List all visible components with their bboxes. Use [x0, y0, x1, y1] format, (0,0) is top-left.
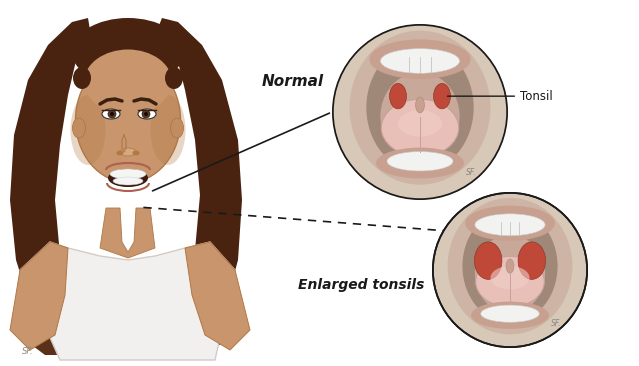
Polygon shape — [178, 308, 226, 355]
Circle shape — [110, 112, 114, 116]
Ellipse shape — [108, 169, 148, 187]
Ellipse shape — [475, 214, 545, 236]
Circle shape — [432, 192, 588, 348]
Ellipse shape — [151, 95, 185, 165]
Ellipse shape — [518, 242, 546, 279]
Ellipse shape — [465, 206, 555, 241]
Ellipse shape — [102, 109, 120, 119]
Ellipse shape — [475, 256, 544, 307]
Ellipse shape — [463, 210, 558, 323]
Ellipse shape — [506, 259, 514, 273]
Ellipse shape — [366, 44, 473, 171]
Polygon shape — [10, 18, 90, 355]
Ellipse shape — [447, 198, 573, 335]
Ellipse shape — [72, 118, 86, 138]
Ellipse shape — [113, 177, 143, 185]
Ellipse shape — [70, 95, 105, 165]
Polygon shape — [100, 208, 155, 258]
Circle shape — [142, 110, 150, 118]
Text: SF.: SF. — [551, 319, 561, 328]
Ellipse shape — [433, 83, 450, 109]
Ellipse shape — [481, 305, 539, 322]
Polygon shape — [10, 242, 68, 350]
Ellipse shape — [380, 72, 459, 160]
Circle shape — [108, 110, 116, 118]
Ellipse shape — [132, 150, 139, 156]
Polygon shape — [158, 18, 242, 355]
Ellipse shape — [110, 169, 146, 179]
Ellipse shape — [381, 99, 459, 156]
Ellipse shape — [171, 118, 183, 138]
Polygon shape — [25, 308, 72, 355]
Ellipse shape — [380, 49, 459, 73]
Ellipse shape — [471, 302, 549, 329]
Ellipse shape — [398, 110, 442, 137]
Ellipse shape — [369, 40, 470, 79]
Ellipse shape — [475, 235, 545, 313]
Text: Normal: Normal — [262, 75, 324, 90]
Ellipse shape — [376, 147, 464, 179]
Ellipse shape — [390, 83, 406, 109]
Ellipse shape — [350, 31, 490, 184]
Ellipse shape — [120, 148, 136, 156]
Ellipse shape — [415, 97, 424, 113]
Ellipse shape — [72, 18, 184, 86]
Ellipse shape — [387, 152, 453, 171]
Circle shape — [144, 112, 148, 116]
Text: Enlarged tonsils: Enlarged tonsils — [298, 278, 424, 292]
Ellipse shape — [116, 150, 123, 156]
Polygon shape — [20, 242, 235, 360]
Ellipse shape — [474, 242, 502, 279]
Ellipse shape — [491, 266, 530, 290]
Ellipse shape — [165, 67, 183, 89]
Ellipse shape — [75, 57, 180, 183]
Ellipse shape — [138, 109, 156, 119]
Circle shape — [332, 24, 508, 200]
Ellipse shape — [84, 49, 172, 115]
Text: SF.: SF. — [22, 347, 34, 356]
Text: Tonsil: Tonsil — [447, 90, 553, 102]
Polygon shape — [185, 242, 250, 350]
Text: SF.: SF. — [466, 168, 477, 178]
Ellipse shape — [73, 67, 91, 89]
